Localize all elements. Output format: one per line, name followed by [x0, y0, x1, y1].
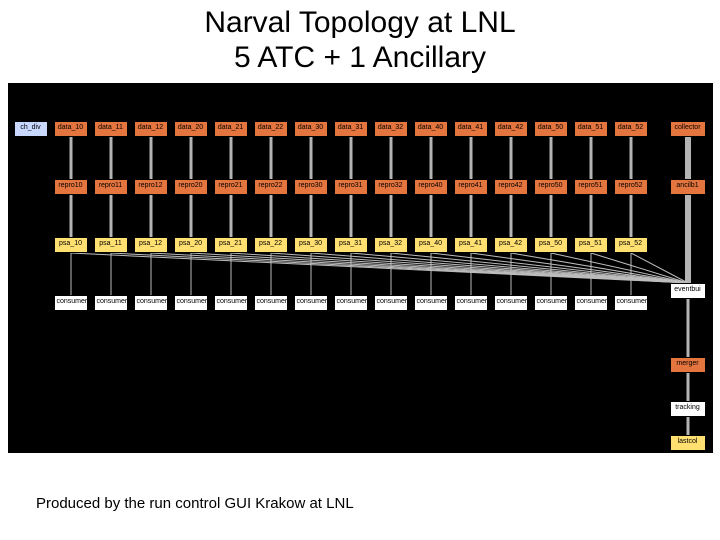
node-data-9: data_40: [414, 121, 448, 137]
node-psa-3: psa_20: [174, 237, 208, 253]
node-psa-5: psa_22: [254, 237, 288, 253]
node-consumer-0: consumer: [54, 295, 88, 311]
node-consumer-2: consumer: [134, 295, 168, 311]
node-psa-13: psa_51: [574, 237, 608, 253]
edge-layer: [8, 83, 713, 453]
node-ch-div: ch_div: [14, 121, 48, 137]
node-data-13: data_51: [574, 121, 608, 137]
node-consumer-12: consumer: [534, 295, 568, 311]
node-tracking: tracking: [670, 401, 706, 417]
node-consumer-4: consumer: [214, 295, 248, 311]
node-repro-1: repro11: [94, 179, 128, 195]
page: Narval Topology at LNL 5 ATC + 1 Ancilla…: [0, 0, 720, 540]
node-consumer-5: consumer: [254, 295, 288, 311]
node-repro-2: repro12: [134, 179, 168, 195]
node-data-4: data_21: [214, 121, 248, 137]
node-repro-5: repro22: [254, 179, 288, 195]
node-data-1: data_11: [94, 121, 128, 137]
node-repro-3: repro20: [174, 179, 208, 195]
node-psa-11: psa_42: [494, 237, 528, 253]
node-repro-14: repro52: [614, 179, 648, 195]
node-data-5: data_22: [254, 121, 288, 137]
caption: Produced by the run control GUI Krakow a…: [36, 495, 354, 512]
node-psa-12: psa_50: [534, 237, 568, 253]
node-consumer-1: consumer: [94, 295, 128, 311]
node-repro-12: repro50: [534, 179, 568, 195]
node-data-12: data_50: [534, 121, 568, 137]
node-psa-9: psa_40: [414, 237, 448, 253]
node-data-3: data_20: [174, 121, 208, 137]
node-psa-2: psa_12: [134, 237, 168, 253]
topology-diagram: ch_div data_10 repro10 psa_10 consumer data_1…: [8, 83, 713, 453]
title-line-1: Narval Topology at LNL: [0, 6, 720, 41]
node-consumer-9: consumer: [414, 295, 448, 311]
node-repro-7: repro31: [334, 179, 368, 195]
node-consumer-6: consumer: [294, 295, 328, 311]
node-consumer-14: consumer: [614, 295, 648, 311]
node-psa-10: psa_41: [454, 237, 488, 253]
node-consumer-3: consumer: [174, 295, 208, 311]
node-ancilb: ancilb1: [670, 179, 706, 195]
node-consumer-8: consumer: [374, 295, 408, 311]
node-eventb: eventbui: [670, 283, 706, 299]
node-psa-1: psa_11: [94, 237, 128, 253]
node-data-7: data_31: [334, 121, 368, 137]
node-data-8: data_32: [374, 121, 408, 137]
node-psa-8: psa_32: [374, 237, 408, 253]
node-repro-4: repro21: [214, 179, 248, 195]
node-repro-11: repro42: [494, 179, 528, 195]
node-repro-9: repro40: [414, 179, 448, 195]
node-repro-0: repro10: [54, 179, 88, 195]
node-consumer-7: consumer: [334, 295, 368, 311]
title-box: Narval Topology at LNL 5 ATC + 1 Ancilla…: [0, 0, 720, 77]
node-data-2: data_12: [134, 121, 168, 137]
node-consumer-10: consumer: [454, 295, 488, 311]
node-psa-7: psa_31: [334, 237, 368, 253]
node-psa-0: psa_10: [54, 237, 88, 253]
node-merger: merger: [670, 357, 706, 373]
node-data-11: data_42: [494, 121, 528, 137]
node-data-0: data_10: [54, 121, 88, 137]
title-line-2: 5 ATC + 1 Ancillary: [0, 41, 720, 76]
node-data-6: data_30: [294, 121, 328, 137]
node-collector: collector: [670, 121, 706, 137]
node-repro-6: repro30: [294, 179, 328, 195]
node-repro-10: repro41: [454, 179, 488, 195]
node-repro-13: repro51: [574, 179, 608, 195]
node-data-10: data_41: [454, 121, 488, 137]
node-psa-4: psa_21: [214, 237, 248, 253]
node-psa-6: psa_30: [294, 237, 328, 253]
node-psa-14: psa_52: [614, 237, 648, 253]
node-repro-8: repro32: [374, 179, 408, 195]
node-consumer-13: consumer: [574, 295, 608, 311]
node-lastcol: lastcol: [670, 435, 706, 451]
node-consumer-11: consumer: [494, 295, 528, 311]
node-data-14: data_52: [614, 121, 648, 137]
